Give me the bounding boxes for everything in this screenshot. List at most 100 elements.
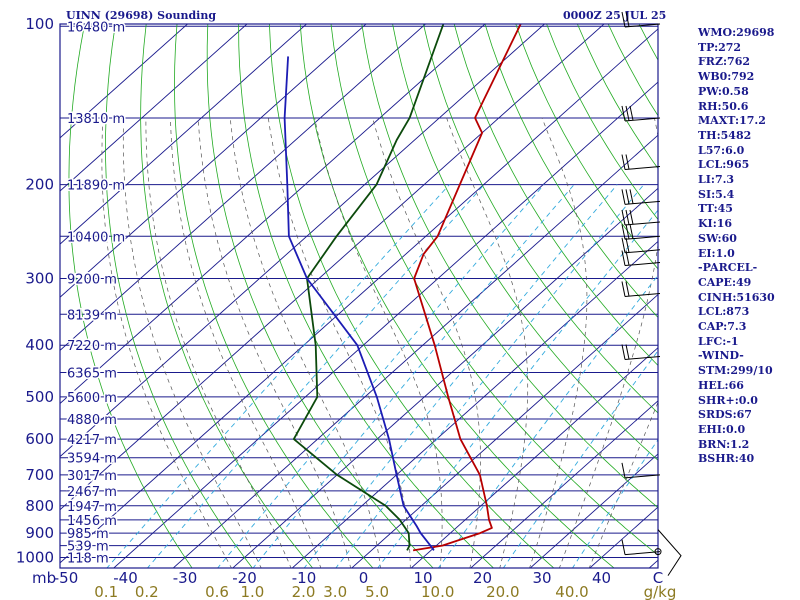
- wind-barb-staff: [624, 221, 661, 226]
- wind-barb-staff: [624, 262, 661, 267]
- isotherm: [60, 24, 308, 245]
- wind-barb-flag: [629, 189, 634, 204]
- surface-wind-marker: [657, 529, 682, 576]
- wind-barb-flag: [621, 539, 626, 555]
- dewpoint-profile: [292, 24, 445, 551]
- pressure-tick-label: 1000: [16, 549, 54, 567]
- isotherm: [410, 347, 658, 568]
- isotherm: [351, 293, 658, 568]
- dry-adiabat: [105, 24, 253, 568]
- index-line: -WIND-: [698, 349, 744, 363]
- moist-adiabat: [529, 117, 588, 568]
- mixing-ratio-label: 0.1: [94, 583, 118, 600]
- wind-barb-flag: [621, 237, 626, 253]
- index-line: LI:7.3: [698, 173, 735, 187]
- wind-barb: [621, 154, 661, 171]
- wind-barb-flag: [621, 105, 626, 122]
- pressure-tick-label: 300: [25, 270, 54, 288]
- skew-t-grid: [60, 24, 658, 568]
- height-label: 3594 m: [67, 452, 117, 467]
- temperature-tick-label: -40: [113, 569, 138, 587]
- moist-adiabat: [372, 117, 481, 568]
- mixing-ratio-label: 0.6: [205, 583, 229, 600]
- indices-panel: WMO:29698 TP:272 FRZ:762 WB0:792 PW:0.58 RH:5…: [698, 26, 798, 467]
- height-label: 10400 m: [67, 230, 125, 245]
- sounding-title: UINN (29698) Sounding: [66, 9, 217, 22]
- wind-barb-staff: [624, 117, 661, 122]
- mixing-ratio-line: [252, 184, 575, 568]
- isotherm: [60, 24, 189, 139]
- index-line: EHI:0.0: [698, 422, 746, 436]
- wind-barb: [621, 224, 661, 240]
- wind-barb-flag: [625, 281, 630, 297]
- pressure-tick-label: 900: [25, 524, 54, 542]
- pressure-tick-label: 200: [25, 176, 54, 194]
- wind-barb: [621, 539, 661, 556]
- moist-adiabat: [197, 117, 352, 568]
- index-line: TP:272: [698, 40, 742, 54]
- wind-barb-flag: [625, 189, 630, 205]
- height-label: 16480 m: [67, 20, 125, 35]
- index-line: L57:6.0: [698, 143, 745, 157]
- height-label: 985 m: [67, 527, 109, 542]
- wind-barb-flag: [621, 344, 626, 360]
- isotherm: [60, 24, 546, 458]
- wind-barb-flag: [625, 209, 630, 225]
- temperature-tick-label: -20: [232, 569, 257, 587]
- wind-barb: [621, 462, 661, 479]
- dry-adiabat: [484, 24, 658, 319]
- pressure-tick-label: 700: [25, 466, 54, 484]
- mixing-ratio-line: [502, 350, 658, 568]
- index-line: CAPE:49: [698, 275, 752, 289]
- index-line: WMO:29698: [698, 26, 775, 39]
- wind-barb-flag: [621, 11, 626, 28]
- index-line: SW:60: [698, 231, 737, 245]
- wind-barb-staff: [624, 23, 661, 28]
- mixing-ratio-label: 1.0: [240, 583, 264, 600]
- index-line: PW:0.58: [698, 84, 749, 98]
- wind-barb-staff: [624, 166, 661, 171]
- wind-barb-flag: [621, 209, 626, 226]
- mixing-ratio-label: 2.0: [292, 583, 316, 600]
- temperature-tick-label: -10: [292, 569, 317, 587]
- wind-barb-flag: [621, 154, 626, 170]
- dry-adiabat: [422, 24, 658, 414]
- index-line: MAXT:17.2: [698, 114, 766, 128]
- moist-adiabat: [267, 117, 411, 568]
- temperature-tick-label: -50: [54, 569, 79, 587]
- wind-barb-flag: [625, 11, 630, 27]
- dry-adiabat: [68, 24, 193, 568]
- pressure-tick-label: 100: [25, 15, 54, 33]
- isotherm: [232, 187, 658, 568]
- height-label: 9200 m: [67, 273, 117, 288]
- height-label: 8139 m: [67, 308, 117, 323]
- isotherm: [60, 28, 658, 564]
- parcel-profile: [283, 56, 435, 551]
- index-line: RH:50.6: [698, 99, 749, 113]
- wind-barb-flag: [625, 344, 630, 360]
- height-label: 118 m: [67, 552, 109, 567]
- wind-barb-flag: [621, 224, 626, 240]
- pressure-tick-label: 800: [25, 497, 54, 515]
- wind-barb-flag: [621, 281, 626, 297]
- wind-barb-flag: [621, 250, 626, 266]
- mixing-ratio-label: 3.0: [323, 583, 347, 600]
- dry-adiabat: [392, 24, 658, 461]
- dry-adiabat: [174, 24, 374, 568]
- wind-barb-flag: [621, 189, 626, 205]
- surface-wind-circle: [654, 548, 662, 556]
- mixing-ratio-label: 10.0: [421, 583, 454, 600]
- height-label: 1947 m: [67, 500, 117, 515]
- isotherm: [470, 400, 658, 568]
- index-line: -PARCEL-: [698, 261, 758, 275]
- height-label: 4880 m: [67, 413, 117, 428]
- isotherm: [172, 134, 658, 568]
- dry-adiabat: [238, 24, 495, 568]
- wind-barb-staff: [624, 200, 661, 205]
- index-line: KI:16: [698, 217, 733, 231]
- height-label: 11890 m: [67, 179, 125, 194]
- index-line: SHR+:0.0: [698, 393, 758, 407]
- index-line: SRDS:67: [698, 408, 752, 422]
